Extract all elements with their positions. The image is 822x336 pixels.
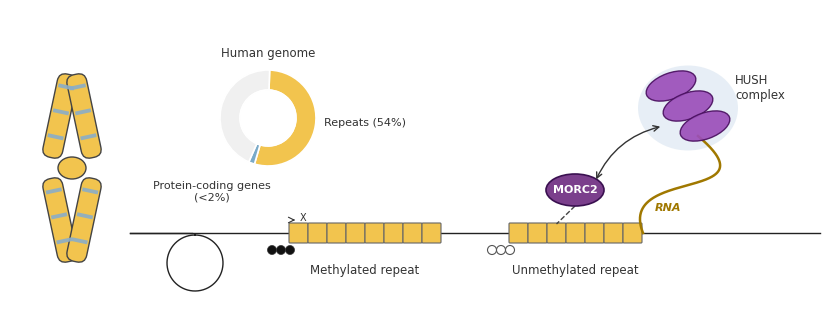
FancyBboxPatch shape [547,223,566,243]
Wedge shape [255,70,316,166]
FancyBboxPatch shape [528,223,547,243]
Ellipse shape [546,174,604,206]
Text: RNA: RNA [655,203,681,213]
FancyBboxPatch shape [82,187,99,195]
FancyBboxPatch shape [53,108,69,115]
FancyBboxPatch shape [384,223,403,243]
Ellipse shape [646,71,696,101]
Wedge shape [220,70,270,162]
Circle shape [276,246,285,254]
FancyBboxPatch shape [566,223,585,243]
FancyBboxPatch shape [70,83,86,90]
FancyBboxPatch shape [67,74,101,158]
Text: Repeats (54%): Repeats (54%) [324,118,406,128]
Circle shape [506,246,515,254]
FancyBboxPatch shape [45,187,62,195]
Ellipse shape [638,66,738,151]
Text: Unmethylated repeat: Unmethylated repeat [512,264,639,277]
Text: HUSH
complex: HUSH complex [735,74,785,102]
FancyBboxPatch shape [56,237,72,244]
FancyBboxPatch shape [43,74,77,158]
Circle shape [267,246,276,254]
FancyBboxPatch shape [308,223,327,243]
FancyBboxPatch shape [43,178,77,262]
Circle shape [285,246,294,254]
Wedge shape [249,144,260,164]
Text: MORC2: MORC2 [552,185,598,195]
Circle shape [487,246,496,254]
FancyBboxPatch shape [365,223,384,243]
FancyBboxPatch shape [67,178,101,262]
FancyBboxPatch shape [81,133,97,140]
FancyBboxPatch shape [422,223,441,243]
FancyBboxPatch shape [346,223,365,243]
FancyBboxPatch shape [289,223,308,243]
Text: X: X [300,213,307,223]
FancyBboxPatch shape [51,212,67,219]
Text: Human genome: Human genome [221,47,315,60]
FancyBboxPatch shape [623,223,642,243]
FancyBboxPatch shape [327,223,346,243]
FancyBboxPatch shape [509,223,528,243]
Text: Methylated repeat: Methylated repeat [311,264,419,277]
Ellipse shape [680,111,730,141]
Circle shape [496,246,506,254]
FancyBboxPatch shape [48,133,64,140]
FancyBboxPatch shape [72,237,88,244]
FancyBboxPatch shape [58,83,75,90]
Text: Protein-coding genes
(<2%): Protein-coding genes (<2%) [153,181,271,203]
Ellipse shape [663,91,713,121]
FancyBboxPatch shape [75,108,91,115]
FancyBboxPatch shape [76,212,93,219]
FancyBboxPatch shape [604,223,623,243]
FancyBboxPatch shape [403,223,422,243]
FancyBboxPatch shape [585,223,604,243]
Ellipse shape [58,157,86,179]
Circle shape [240,90,296,146]
